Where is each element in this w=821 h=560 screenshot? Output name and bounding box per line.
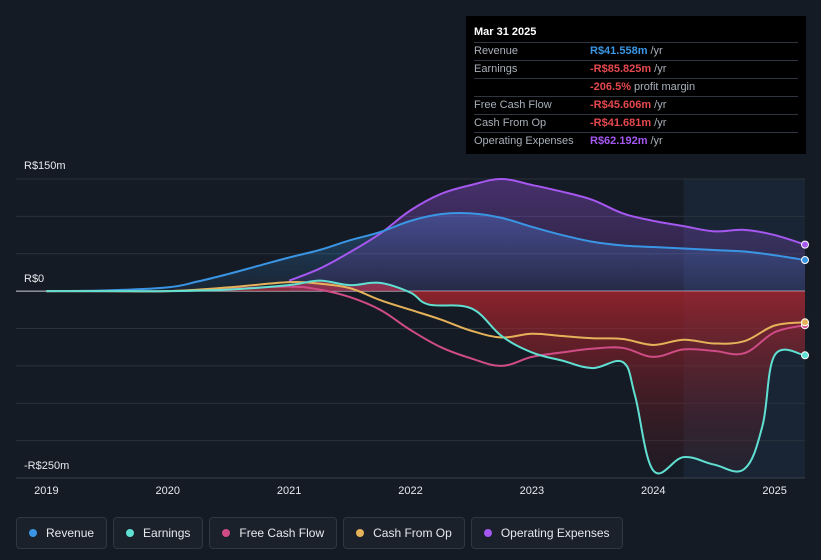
- tooltip-value: -R$41.681m: [590, 117, 652, 129]
- legend-label: Operating Expenses: [500, 526, 610, 540]
- x-tick-label: 2021: [276, 485, 302, 497]
- cash-from-op-line: [46, 280, 806, 346]
- tooltip-unit: /yr: [654, 63, 667, 75]
- tooltip-row: Revenue R$41.558m/yr: [474, 42, 798, 60]
- tooltip-label: Operating Expenses: [474, 135, 574, 147]
- data-tooltip: Mar 31 2025 Revenue R$41.558m/yr Earnings -…: [466, 16, 806, 154]
- tooltip-unit: /yr: [654, 99, 667, 111]
- cash-from-op-end-point: [801, 318, 809, 327]
- revenue-line: [46, 211, 806, 293]
- legend-dot-icon: [29, 529, 37, 537]
- legend-item-cash-from-op[interactable]: Cash From Op: [343, 517, 465, 549]
- x-tick-label: 2019: [34, 485, 59, 497]
- legend-label: Revenue: [46, 526, 95, 540]
- legend-dot-icon: [483, 529, 492, 537]
- legend-label: Earnings: [143, 526, 191, 540]
- earnings-end-point: [801, 351, 809, 360]
- tooltip-value: R$41.558m: [590, 45, 648, 57]
- tooltip-row: Earnings -R$85.825m/yr: [474, 60, 798, 78]
- tooltip-unit: profit margin: [633, 81, 696, 93]
- opex-area: [289, 179, 806, 292]
- operating-expenses-line: [288, 177, 806, 282]
- legend-item-earnings[interactable]: Earnings: [113, 517, 204, 549]
- tooltip-row: -206.5% profit margin: [474, 78, 798, 96]
- legend-item-operating-expenses[interactable]: Operating Expenses: [470, 517, 623, 549]
- tooltip-value: R$62.192m: [590, 135, 648, 147]
- y-tick-label-top: R$150m: [24, 160, 66, 172]
- tooltip-label: Earnings: [474, 63, 518, 75]
- tooltip-row: Free Cash Flow -R$45.606m/yr: [474, 96, 798, 114]
- tooltip-label: Cash From Op: [474, 117, 547, 129]
- legend-dot-icon: [222, 529, 231, 537]
- legend-dot-icon: [356, 529, 365, 537]
- tooltip-unit: /yr: [650, 45, 663, 57]
- legend-dot-icon: [126, 529, 135, 537]
- x-tick-label: 2023: [519, 485, 545, 497]
- y-tick-label-zero: R$0: [24, 273, 45, 285]
- tooltip-date: Mar 31 2025: [474, 26, 537, 38]
- x-tick-label: 2024: [641, 485, 666, 497]
- tooltip-value: -R$45.606m: [590, 99, 652, 111]
- operating-expenses-end-point: [801, 240, 809, 249]
- legend-item-revenue[interactable]: Revenue: [16, 517, 108, 549]
- tooltip-label: Revenue: [474, 45, 519, 57]
- revenue-end-point: [801, 256, 809, 265]
- tooltip-row: Operating Expenses R$62.192m/yr: [474, 132, 798, 150]
- y-tick-label-bottom: -R$250m: [24, 460, 70, 472]
- legend-label: Free Cash Flow: [239, 526, 325, 540]
- legend-item-free-cash-flow[interactable]: Free Cash Flow: [209, 517, 338, 549]
- earnings-area: [46, 280, 806, 474]
- legend-label: Cash From Op: [373, 526, 452, 540]
- x-tick-label: 2022: [398, 485, 423, 497]
- tooltip-label: Free Cash Flow: [474, 99, 552, 111]
- tooltip-label: [474, 79, 590, 96]
- tooltip-row: Cash From Op -R$41.681m/yr: [474, 114, 798, 132]
- tooltip-value: -206.5%: [590, 81, 631, 93]
- x-tick-label: 2025: [762, 485, 787, 497]
- chart-legend: Revenue Earnings Free Cash Flow Cash From O…: [16, 517, 623, 549]
- x-tick-label: 2020: [155, 485, 180, 497]
- tooltip-value: -R$85.825m: [590, 63, 652, 75]
- earnings-line: [46, 279, 806, 475]
- tooltip-unit: /yr: [650, 135, 663, 147]
- tooltip-unit: /yr: [654, 117, 667, 129]
